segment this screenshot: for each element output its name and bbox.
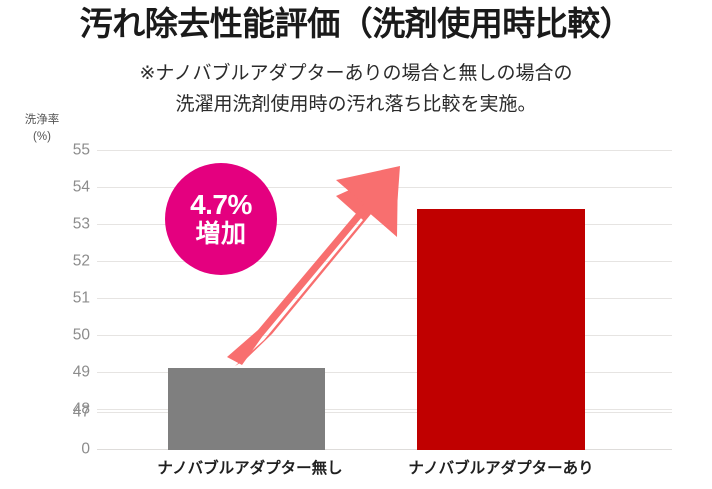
y-tick-label-51: 51 (72, 289, 90, 307)
y-tick-label-0: 0 (81, 440, 90, 458)
y-axis-unit-label: (%) (33, 130, 51, 143)
chart-subtitle: ※ナノバブルアダプターありの場合と無しの場合の 洗濯用洗剤使用時の汚れ落ち比較を… (0, 58, 712, 121)
y-axis-title-label: 洗浄率 (24, 114, 60, 126)
category-label-adapter-off: ナノバブルアダプター無し (157, 460, 343, 477)
chart-subtitle-line-2: 洗濯用洗剤使用時の汚れ落ち比較を実施。 (175, 94, 537, 116)
chart-title: 汚れ除去性能評価（洗剤使用時比較） (79, 7, 633, 43)
bar-nanobubble-adapter-off[interactable] (168, 368, 325, 450)
y-tick-label-50: 50 (72, 326, 90, 344)
y-tick-label-54: 54 (72, 178, 90, 196)
y-tick-label-49: 49 (72, 363, 90, 381)
y-tick-label-47: 47 (72, 403, 90, 421)
gridline-47: 47 (73, 404, 672, 419)
bar-nanobubble-adapter-on[interactable] (417, 209, 585, 450)
y-tick-label-48: 48 (72, 400, 90, 418)
gridline-49: 49 (73, 364, 672, 379)
increase-badge: 4.7% 増加 (165, 163, 277, 275)
y-axis-title: 洗浄率 (%) (8, 112, 76, 145)
increase-badge-percent: 4.7% (190, 189, 252, 221)
chart-subtitle-line-1: ※ナノバブルアダプターありの場合と無しの場合の (139, 63, 573, 84)
y-tick-label-53: 53 (72, 215, 90, 233)
increase-badge-word: 増加 (195, 219, 247, 248)
gridline-50: 50 (73, 327, 672, 342)
y-tick-label-52: 52 (72, 252, 90, 270)
gridline-baseline-zero: 0 (81, 441, 672, 456)
gridline-51: 51 (73, 290, 672, 305)
gridline-55: 55 (73, 142, 672, 157)
gridline-48: 48 (73, 401, 672, 416)
category-label-adapter-on: ナノバブルアダプターあり (408, 460, 594, 477)
y-tick-label-55: 55 (72, 141, 90, 159)
